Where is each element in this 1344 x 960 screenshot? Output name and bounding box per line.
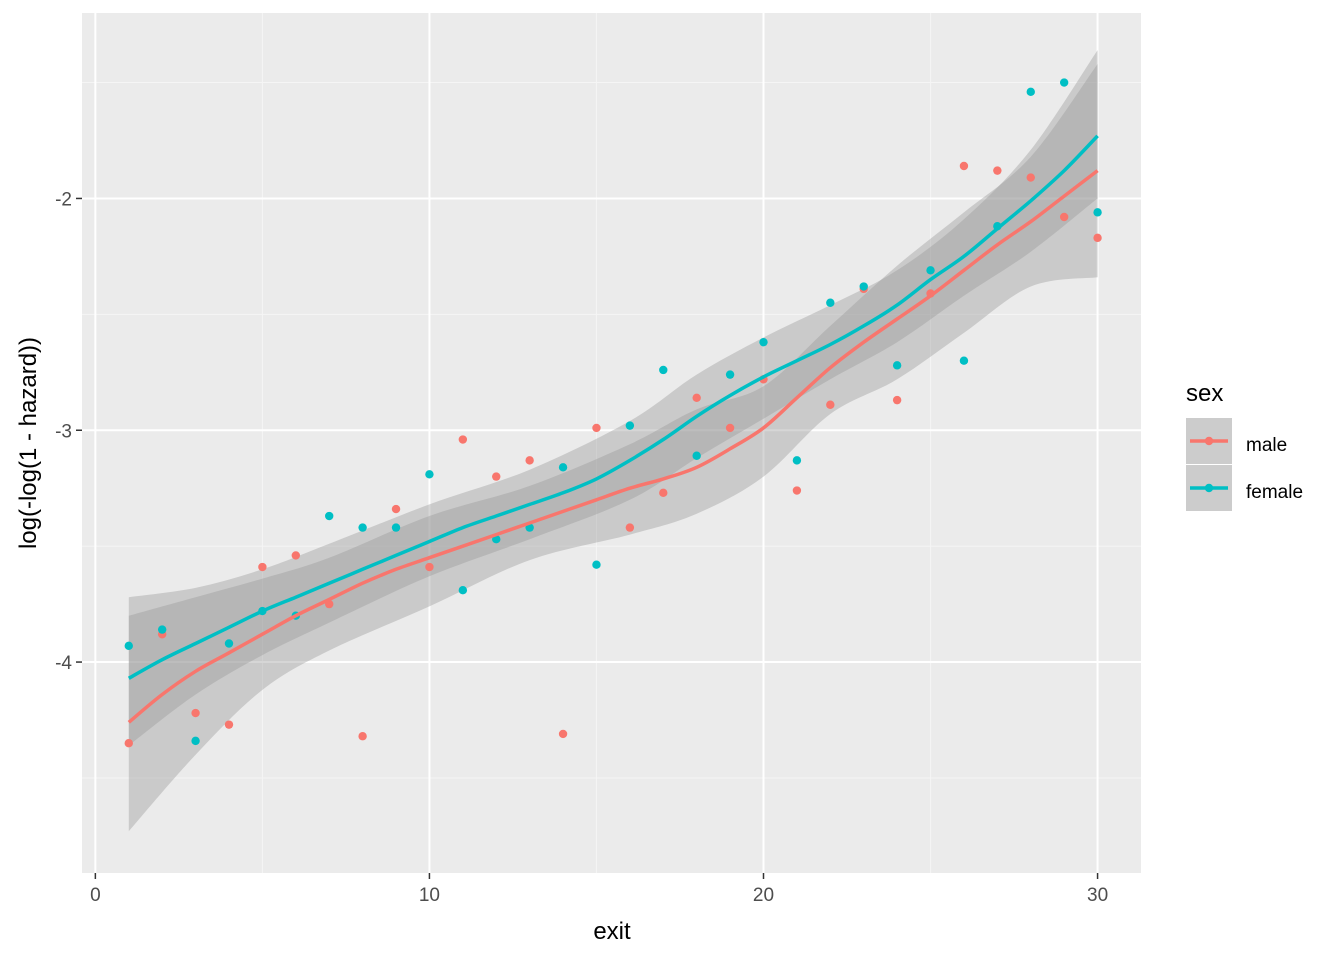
point-male — [358, 732, 367, 741]
x-tick-label: 30 — [1087, 885, 1108, 906]
point-female — [725, 370, 735, 379]
point-female — [1059, 78, 1069, 87]
point-male — [492, 472, 501, 481]
point-male — [191, 708, 200, 718]
x-axis-title: exit — [593, 918, 631, 945]
point-female — [558, 463, 568, 472]
point-male — [826, 400, 835, 409]
point-male — [224, 720, 234, 729]
point-male — [1026, 173, 1035, 182]
point-female — [659, 365, 668, 375]
point-male — [124, 738, 133, 748]
plot-panel — [82, 13, 1141, 873]
point-female — [1093, 208, 1102, 217]
point-male — [625, 523, 635, 532]
x-tick-label: 20 — [753, 885, 774, 906]
point-female — [692, 451, 701, 460]
point-male — [525, 456, 534, 465]
point-male — [291, 551, 301, 560]
point-male — [959, 161, 969, 171]
point-female — [458, 585, 468, 595]
major-gridlines — [82, 13, 1141, 873]
point-male — [1059, 212, 1069, 222]
y-tick-label: -2 — [55, 189, 72, 210]
point-female — [792, 456, 802, 465]
point-female — [157, 625, 167, 634]
point-male — [425, 562, 434, 572]
y-tick-label: -4 — [55, 653, 72, 674]
point-female — [892, 361, 902, 370]
point-male — [391, 504, 401, 514]
point-male — [1093, 233, 1102, 243]
point-female — [826, 298, 835, 307]
point-male — [558, 729, 568, 739]
smooth-line-male — [127, 169, 1099, 724]
point-female — [425, 470, 434, 479]
point-male — [659, 488, 668, 498]
legend-key-point-female — [1204, 483, 1214, 493]
point-female — [625, 421, 635, 430]
legend: sex male female — [1186, 380, 1303, 511]
point-male — [993, 166, 1002, 175]
point-female — [358, 523, 367, 532]
point-male — [458, 435, 468, 444]
point-female — [926, 266, 935, 275]
legend-label-male: male — [1246, 435, 1287, 456]
point-male — [692, 393, 701, 402]
x-tick-label: 0 — [90, 885, 101, 906]
confidence-band-female — [128, 50, 1098, 746]
point-female — [859, 282, 868, 291]
point-female — [124, 641, 133, 651]
smoothed-lines — [127, 134, 1099, 724]
x-tick-label: 10 — [419, 885, 440, 906]
legend-label-female: female — [1246, 482, 1303, 503]
point-female — [391, 523, 401, 532]
point-male — [792, 486, 802, 495]
point-male — [258, 562, 267, 572]
point-female — [959, 356, 969, 365]
point-female — [224, 639, 234, 648]
axes: 0 10 20 30 -4 -3 -2 — [55, 189, 1108, 906]
point-female — [1026, 87, 1035, 97]
point-male — [592, 423, 601, 433]
smooth-line-female — [127, 134, 1099, 680]
point-female — [759, 337, 768, 347]
confidence-bands — [128, 50, 1098, 832]
legend-key-point-male — [1204, 436, 1214, 446]
y-tick-label: -3 — [55, 421, 72, 442]
data-points — [124, 78, 1102, 748]
point-female — [325, 511, 334, 521]
minor-gridlines — [82, 13, 1141, 873]
legend-title: sex — [1186, 380, 1223, 407]
point-female — [592, 560, 601, 569]
legend-keys — [1186, 418, 1232, 511]
point-female — [191, 736, 200, 746]
point-male — [892, 395, 902, 405]
y-axis-title: log(-log(1 - hazard)) — [15, 337, 42, 549]
point-male — [725, 423, 735, 433]
